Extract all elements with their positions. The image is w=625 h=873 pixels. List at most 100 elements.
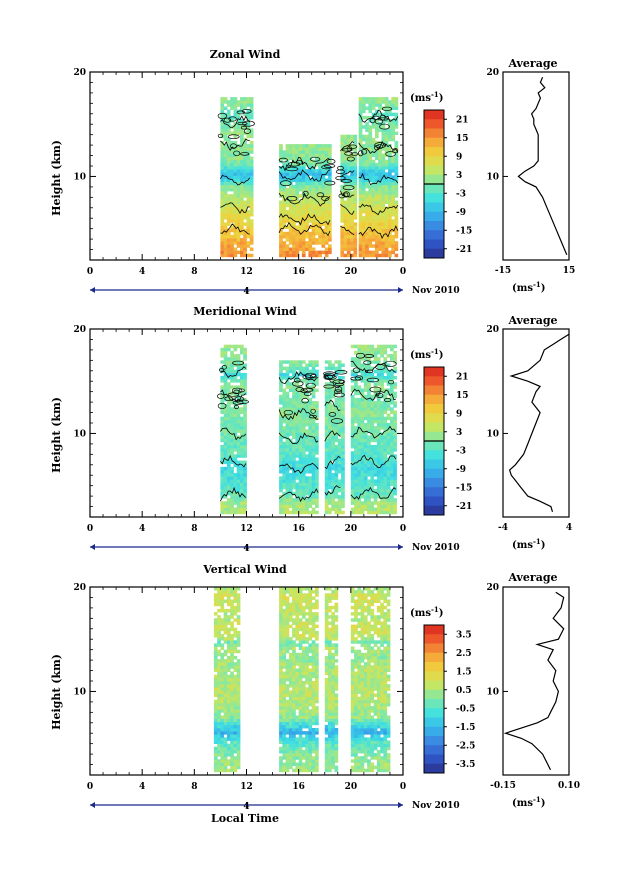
heat-cell — [354, 476, 358, 480]
contour-line — [335, 175, 346, 181]
heat-cell — [288, 241, 293, 245]
heat-cell — [301, 702, 306, 707]
heat-cell — [298, 765, 303, 770]
heat-cell — [282, 479, 287, 483]
heat-cell — [334, 482, 339, 486]
heat-cell — [301, 681, 306, 685]
heat-cell — [233, 219, 238, 223]
heat-cell — [350, 159, 354, 164]
heat-cell — [292, 144, 296, 148]
heat-cell — [240, 460, 244, 465]
heat-cell — [226, 419, 231, 424]
heat-cell — [223, 677, 228, 682]
heat-cell — [390, 451, 394, 455]
heat-cell — [233, 222, 238, 226]
average-frame — [502, 328, 570, 518]
heat-cell — [240, 379, 244, 383]
heat-cell — [331, 385, 335, 389]
heat-cell — [368, 156, 373, 161]
heat-cell — [279, 228, 283, 233]
heat-cell — [328, 228, 332, 233]
heat-cell — [376, 407, 381, 411]
heat-cell — [282, 460, 287, 465]
heat-cell — [391, 250, 395, 255]
heat-cell — [236, 460, 241, 465]
heat-cell — [230, 350, 234, 355]
heat-cell — [223, 687, 228, 691]
heat-cell — [285, 181, 290, 186]
heat-cell — [388, 112, 392, 117]
heat-cell — [226, 131, 231, 135]
heat-cell — [223, 768, 228, 773]
heat-cell — [220, 765, 225, 770]
heat-cell — [240, 498, 244, 502]
heat-cell — [388, 194, 392, 198]
heat-cell — [353, 222, 358, 226]
heat-cell — [295, 762, 300, 766]
heat-cell — [375, 178, 379, 182]
heat-cell — [380, 448, 384, 452]
heat-cell — [337, 388, 342, 392]
heat-cell — [370, 454, 375, 458]
heat-cell — [394, 184, 399, 189]
heat-cell — [226, 244, 231, 248]
heat-cell — [279, 388, 283, 392]
contour-line — [346, 156, 355, 162]
heat-cell — [354, 498, 358, 502]
heat-cell — [390, 423, 394, 427]
heat-cell — [383, 426, 388, 430]
heat-cell — [288, 662, 293, 666]
heat-cell — [390, 441, 394, 446]
heat-cell — [371, 153, 376, 157]
heat-cell — [375, 231, 379, 236]
heat-cell — [301, 419, 306, 424]
heat-cell — [360, 466, 365, 471]
contour-line — [220, 427, 247, 441]
heat-cell — [240, 482, 244, 486]
heat-cell — [282, 448, 287, 452]
heat-cell — [357, 482, 362, 486]
contour-line — [363, 360, 372, 365]
heat-cell — [230, 423, 234, 427]
heat-cell — [285, 213, 290, 217]
heat-cell — [285, 231, 290, 236]
heat-cell — [217, 768, 221, 773]
heat-cell — [236, 759, 241, 763]
heat-cell — [279, 737, 283, 741]
heat-cell — [240, 216, 244, 220]
heat-cell — [249, 194, 254, 198]
heat-cell — [288, 615, 293, 619]
heat-cell — [370, 491, 375, 496]
heat-cell — [343, 137, 348, 142]
heat-cell — [318, 219, 322, 223]
heat-cell — [321, 156, 326, 161]
heat-cell — [282, 655, 287, 660]
colorbar-tick-label: -21 — [456, 502, 472, 512]
heat-cell — [365, 144, 369, 148]
heat-cell — [357, 350, 362, 355]
heat-cell — [360, 397, 365, 402]
heat-cell — [373, 360, 378, 364]
heat-cell — [295, 637, 300, 641]
heat-cell — [233, 640, 238, 644]
heat-cell — [305, 394, 309, 399]
heat-cell — [295, 753, 300, 757]
heat-cell — [301, 416, 306, 421]
heat-cell — [301, 153, 306, 157]
heat-cell — [350, 501, 355, 505]
heat-cell — [328, 213, 332, 217]
heat-cell — [308, 363, 313, 367]
contour-line — [358, 203, 399, 216]
heat-cell — [285, 476, 290, 480]
heat-cell — [376, 441, 381, 446]
heat-cell — [298, 768, 303, 773]
heat-cell — [358, 119, 363, 123]
heat-cell — [288, 731, 293, 735]
heat-cell — [383, 491, 388, 496]
heat-cell — [328, 178, 332, 182]
heat-cell — [282, 231, 287, 236]
heat-cell — [393, 460, 397, 465]
heat-cell — [328, 200, 332, 204]
heat-cell — [240, 194, 244, 198]
heat-cell — [298, 407, 303, 411]
